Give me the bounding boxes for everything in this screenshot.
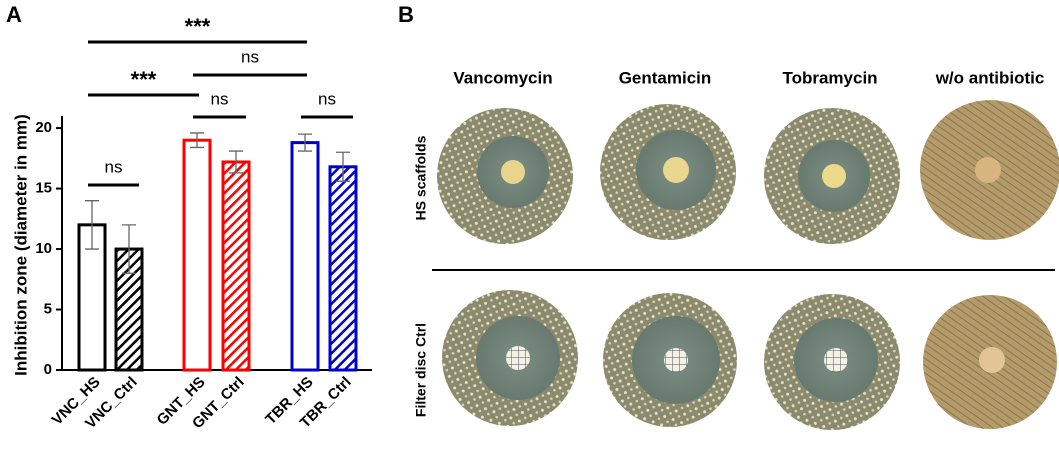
row-label: Filter disc Ctrl: [413, 323, 429, 417]
column-header: Vancomycin: [453, 68, 552, 87]
photo-panel: Vancomycin Gentamicin Tobramycin w/o ant…: [413, 68, 1059, 430]
significance-label: ns: [318, 89, 336, 108]
error-bar: [122, 224, 136, 274]
scaffold: [501, 160, 525, 184]
filter-disc: [824, 348, 848, 372]
bar: [221, 160, 251, 372]
significance-label: ***: [131, 67, 157, 92]
scaffold: [975, 157, 1001, 183]
error-bar: [229, 150, 243, 174]
filter-disc: [664, 348, 688, 372]
bar: [290, 141, 320, 372]
column-header: w/o antibiotic: [935, 68, 1045, 87]
filter-disc: [506, 346, 530, 370]
y-tick-label: 20: [35, 119, 52, 136]
y-tick-label: 0: [44, 361, 52, 378]
bar: [182, 138, 212, 372]
panel-label: A: [6, 2, 22, 27]
error-bar: [190, 132, 204, 149]
error-bar: [298, 133, 312, 152]
bar: [328, 165, 358, 372]
significance-label: ***: [185, 14, 211, 39]
significance-label: ns: [105, 157, 123, 176]
column-header: Tobramycin: [782, 68, 877, 87]
scaffold: [663, 157, 689, 183]
y-axis-label: Inhibition zone (diameter in mm): [11, 114, 30, 376]
y-tick-label: 10: [35, 240, 52, 257]
column-header: Gentamicin: [619, 68, 712, 87]
scaffold: [822, 164, 846, 188]
significance-label: ns: [241, 47, 259, 66]
panel-label: B: [398, 2, 414, 27]
filter-disc: [979, 347, 1005, 373]
error-bar: [336, 151, 350, 182]
y-tick-label: 15: [35, 180, 52, 197]
y-tick-label: 5: [44, 300, 52, 317]
significance-label: ns: [211, 89, 229, 108]
row-label: HS scaffolds: [413, 135, 429, 220]
error-bar: [85, 200, 99, 250]
